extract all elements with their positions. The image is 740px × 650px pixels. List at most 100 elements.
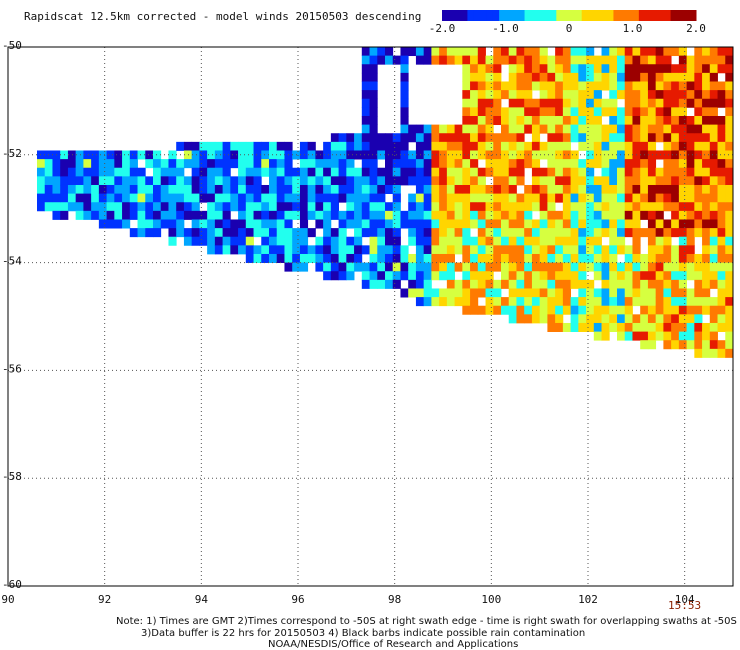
heatmap-cell — [392, 141, 401, 151]
heatmap-cell — [678, 210, 687, 220]
heatmap-cell — [586, 202, 595, 212]
heatmap-cell — [446, 219, 455, 229]
heatmap-cell — [493, 193, 502, 203]
heatmap-cell — [477, 305, 486, 315]
heatmap-cell — [145, 159, 154, 169]
heatmap-cell — [531, 81, 541, 91]
heatmap-cell — [199, 150, 208, 160]
heatmap-cell — [501, 184, 510, 195]
heatmap-cell — [408, 193, 417, 203]
heatmap-cell — [470, 262, 479, 272]
heatmap-cell — [655, 72, 664, 82]
heatmap-cell — [245, 193, 254, 203]
heatmap-cell — [647, 167, 657, 177]
heatmap-cell — [709, 322, 718, 332]
heatmap-cell — [524, 228, 533, 238]
colorbar-swatch — [638, 10, 646, 21]
heatmap-cell — [632, 159, 641, 169]
heatmap-cell — [106, 210, 115, 220]
colorbar-tick-label: 0 — [566, 22, 573, 35]
heatmap-cell — [586, 184, 595, 195]
heatmap-cell — [238, 176, 247, 186]
heatmap-cell — [501, 133, 510, 143]
heatmap-cell — [129, 167, 138, 177]
heatmap-cell — [725, 297, 734, 307]
heatmap-cell — [37, 176, 46, 186]
heatmap-cell — [176, 159, 185, 169]
colorbar-swatch — [486, 10, 494, 21]
heatmap-cell — [632, 210, 641, 220]
heatmap-cell — [238, 184, 247, 195]
heatmap-cell — [562, 271, 571, 281]
heatmap-cell — [67, 184, 77, 195]
heatmap-cell — [276, 159, 285, 169]
heatmap-cell — [624, 228, 633, 238]
heatmap-cell — [717, 124, 726, 134]
heatmap-cell — [508, 90, 517, 100]
heatmap-cell — [647, 210, 657, 220]
heatmap-cell — [493, 167, 502, 177]
heatmap-cell — [385, 167, 394, 177]
heatmap-cell — [37, 159, 46, 169]
heatmap-cell — [470, 297, 479, 307]
heatmap-cell — [570, 297, 579, 307]
heatmap-cell — [624, 141, 633, 151]
heatmap-cell — [238, 141, 247, 151]
heatmap-cell — [423, 133, 432, 143]
heatmap-cell — [493, 64, 502, 74]
heatmap-cell — [586, 150, 595, 160]
heatmap-cell — [562, 72, 571, 82]
heatmap-cell — [624, 167, 633, 177]
heatmap-cell — [470, 305, 479, 315]
heatmap-cell — [586, 245, 595, 255]
heatmap-cell — [284, 167, 293, 177]
heatmap-cell — [392, 193, 401, 203]
heatmap-cell — [446, 193, 455, 203]
heatmap-cell — [129, 184, 138, 195]
heatmap-cell — [470, 202, 479, 212]
heatmap-cell — [91, 167, 100, 177]
heatmap-cell — [578, 202, 587, 212]
heatmap-cell — [400, 107, 409, 117]
heatmap-cell — [214, 159, 223, 169]
heatmap-cell — [624, 279, 633, 289]
heatmap-cell — [485, 150, 494, 160]
heatmap-cell — [315, 245, 324, 255]
heatmap-cell — [214, 176, 223, 186]
heatmap-cell — [671, 288, 680, 298]
heatmap-cell — [647, 331, 657, 341]
heatmap-cell — [470, 167, 479, 177]
heatmap-cell — [709, 47, 718, 57]
heatmap-cell — [586, 124, 595, 134]
heatmap-cell — [686, 64, 695, 74]
heatmap-cell — [446, 236, 455, 246]
colorbar-swatch — [530, 10, 538, 21]
heatmap-cell — [470, 115, 479, 126]
heatmap-cell — [462, 47, 471, 57]
heatmap-cell — [137, 167, 146, 177]
heatmap-cell — [377, 271, 386, 281]
heatmap-cell — [578, 288, 587, 298]
heatmap-cell — [385, 184, 394, 195]
heatmap-cell — [531, 193, 541, 203]
heatmap-cell — [709, 115, 718, 126]
heatmap-cell — [284, 202, 293, 212]
heatmap-cell — [531, 133, 541, 143]
heatmap-cell — [439, 167, 448, 177]
heatmap-cell — [408, 228, 417, 238]
heatmap-cell — [617, 81, 626, 91]
heatmap-cell — [454, 262, 463, 272]
heatmap-cell — [624, 331, 633, 341]
heatmap-cell — [640, 55, 649, 65]
heatmap-cell — [601, 167, 610, 177]
heatmap-cell — [609, 245, 618, 255]
heatmap-cell — [678, 176, 687, 186]
heatmap-cell — [671, 219, 680, 229]
heatmap-cell — [400, 167, 409, 177]
heatmap-cell — [671, 98, 680, 108]
heatmap-cell — [547, 115, 556, 126]
heatmap-cell — [377, 193, 386, 203]
heatmap-cell — [284, 236, 293, 246]
heatmap-cell — [446, 150, 455, 160]
heatmap-cell — [462, 98, 471, 108]
